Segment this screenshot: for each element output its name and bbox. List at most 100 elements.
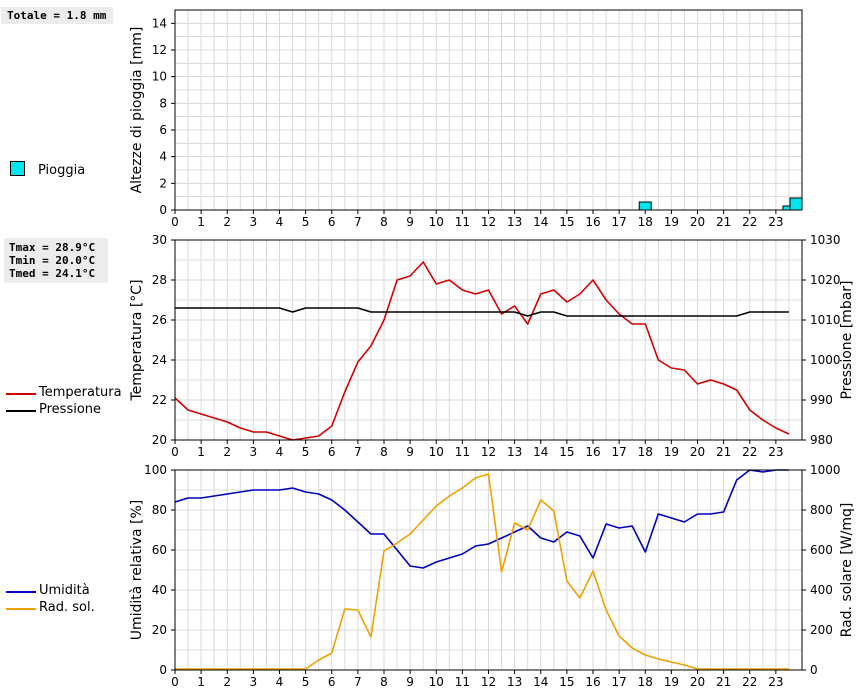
rain-x-tick-label: 8 bbox=[380, 215, 388, 229]
humidity-x-tick-label: 0 bbox=[171, 675, 179, 689]
rain-x-tick-label: 14 bbox=[533, 215, 548, 229]
humidity-x-tick-label: 13 bbox=[507, 675, 522, 689]
temperature-min-text: Tmin = 20.0°C bbox=[9, 254, 96, 267]
temperature-x-tick-label: 19 bbox=[664, 445, 679, 459]
humidity-x-tick-label: 18 bbox=[638, 675, 653, 689]
rain-x-tick-label: 23 bbox=[768, 215, 783, 229]
rain-x-tick-label: 21 bbox=[716, 215, 731, 229]
temperature-x-tick-label: 23 bbox=[768, 445, 783, 459]
temperature-max-text: Tmax = 28.9°C bbox=[9, 241, 96, 254]
humidity-x-tick-label: 2 bbox=[223, 675, 231, 689]
pressure-line bbox=[175, 307, 789, 317]
temperature-x-tick-label: 2 bbox=[223, 445, 231, 459]
temperature-x-tick-label: 20 bbox=[690, 445, 705, 459]
humidity-y-tick-label: 100 bbox=[144, 463, 167, 477]
temperature-x-tick-label: 22 bbox=[742, 445, 757, 459]
rain-x-tick-label: 17 bbox=[611, 215, 626, 229]
rain-x-tick-label: 19 bbox=[664, 215, 679, 229]
temperature-x-tick-label: 9 bbox=[406, 445, 414, 459]
humidity-x-tick-label: 20 bbox=[690, 675, 705, 689]
humidity-y2-tick-label: 400 bbox=[810, 583, 833, 597]
temperature-legend: Temperatura Pressione bbox=[6, 385, 126, 419]
rain-x-tick-label: 9 bbox=[406, 215, 414, 229]
rain-x-tick-label: 2 bbox=[223, 215, 231, 229]
rain-y-tick-label: 2 bbox=[159, 176, 167, 190]
rain-legend: Pioggia bbox=[8, 161, 118, 178]
temperature-mean-text: Tmed = 24.1°C bbox=[9, 267, 96, 280]
humidity-y-tick-label: 20 bbox=[152, 623, 167, 637]
humidity-x-tick-label: 19 bbox=[664, 675, 679, 689]
humidity-x-tick-label: 12 bbox=[481, 675, 496, 689]
rain-y-tick-label: 12 bbox=[152, 43, 167, 57]
rain-x-tick-label: 4 bbox=[276, 215, 284, 229]
temperature-x-tick-label: 12 bbox=[481, 445, 496, 459]
legend-swatch-humidity bbox=[6, 591, 36, 593]
humidity-y2-tick-label: 600 bbox=[810, 543, 833, 557]
humidity-y-tick-label: 60 bbox=[152, 543, 167, 557]
temperature-y-tick-label: 24 bbox=[152, 353, 167, 367]
rain-x-tick-label: 18 bbox=[638, 215, 653, 229]
legend-item-temperature: Temperatura bbox=[6, 385, 126, 402]
rain-x-tick-label: 11 bbox=[455, 215, 470, 229]
temperature-x-tick-label: 8 bbox=[380, 445, 388, 459]
humidity-x-tick-label: 15 bbox=[559, 675, 574, 689]
rain-x-tick-label: 10 bbox=[429, 215, 444, 229]
legend-item-solar-radiation: Rad. sol. bbox=[6, 600, 126, 617]
rain-y-tick-label: 0 bbox=[159, 203, 167, 217]
humidity-legend: Umidità Rad. sol. bbox=[6, 583, 126, 617]
rain-x-tick-label: 3 bbox=[250, 215, 258, 229]
legend-swatch-rain bbox=[10, 161, 25, 176]
temperature-x-tick-label: 11 bbox=[455, 445, 470, 459]
temperature-y-tick-label: 22 bbox=[152, 393, 167, 407]
temperature-x-tick-label: 15 bbox=[559, 445, 574, 459]
temperature-y2-tick-label: 1020 bbox=[810, 273, 841, 287]
humidity-x-tick-label: 1 bbox=[197, 675, 205, 689]
humidity-x-tick-label: 10 bbox=[429, 675, 444, 689]
rain-x-tick-label: 15 bbox=[559, 215, 574, 229]
temperature-x-tick-label: 5 bbox=[302, 445, 310, 459]
rain-x-tick-label: 5 bbox=[302, 215, 310, 229]
humidity-y2-axis-title: Rad. solare [W/mq] bbox=[839, 503, 855, 638]
humidity-line bbox=[174, 469, 789, 569]
humidity-y2-tick-label: 800 bbox=[810, 503, 833, 517]
temperature-y-tick-label: 26 bbox=[152, 313, 167, 327]
legend-label-solar-radiation: Rad. sol. bbox=[39, 600, 95, 615]
temperature-x-tick-label: 13 bbox=[507, 445, 522, 459]
rain-y-tick-label: 4 bbox=[159, 150, 167, 164]
humidity-x-tick-label: 9 bbox=[406, 675, 414, 689]
humidity-x-tick-label: 5 bbox=[302, 675, 310, 689]
rain-x-tick-label: 16 bbox=[585, 215, 600, 229]
rain-total-text: Totale = 1.8 mm bbox=[7, 9, 107, 22]
rain-y-tick-label: 14 bbox=[152, 16, 167, 30]
temperature-y2-tick-label: 980 bbox=[810, 433, 833, 447]
temperature-x-tick-label: 1 bbox=[197, 445, 205, 459]
rain-x-tick-label: 22 bbox=[742, 215, 757, 229]
temperature-y2-tick-label: 1030 bbox=[810, 233, 841, 247]
humidity-x-tick-label: 21 bbox=[716, 675, 731, 689]
temperature-x-tick-label: 0 bbox=[171, 445, 179, 459]
rain-x-tick-label: 13 bbox=[507, 215, 522, 229]
rain-x-tick-label: 20 bbox=[690, 215, 705, 229]
humidity-x-tick-label: 7 bbox=[354, 675, 362, 689]
legend-item-humidity: Umidità bbox=[6, 583, 126, 600]
temperature-y2-axis-title: Pressione [mbar] bbox=[839, 280, 855, 399]
temperature-y2-tick-label: 1010 bbox=[810, 313, 841, 327]
legend-label-rain: Pioggia bbox=[38, 163, 86, 178]
temperature-y-axis-title: Temperatura [°C] bbox=[129, 279, 145, 401]
humidity-y-tick-label: 80 bbox=[152, 503, 167, 517]
temperature-y-tick-label: 30 bbox=[152, 233, 167, 247]
rain-y-tick-label: 10 bbox=[152, 70, 167, 84]
rain-total-box: Totale = 1.8 mm bbox=[1, 7, 113, 24]
humidity-x-tick-label: 14 bbox=[533, 675, 548, 689]
temperature-x-tick-label: 16 bbox=[585, 445, 600, 459]
temperature-y2-tick-label: 1000 bbox=[810, 353, 841, 367]
rain-x-tick-label: 12 bbox=[481, 215, 496, 229]
rain-y-axis-title: Altezze di pioggia [mm] bbox=[129, 27, 145, 194]
humidity-x-tick-label: 3 bbox=[250, 675, 258, 689]
humidity-y2-tick-label: 0 bbox=[810, 663, 818, 677]
humidity-x-tick-label: 4 bbox=[276, 675, 284, 689]
humidity-x-tick-label: 23 bbox=[768, 675, 783, 689]
temperature-x-tick-label: 7 bbox=[354, 445, 362, 459]
humidity-x-tick-label: 11 bbox=[455, 675, 470, 689]
